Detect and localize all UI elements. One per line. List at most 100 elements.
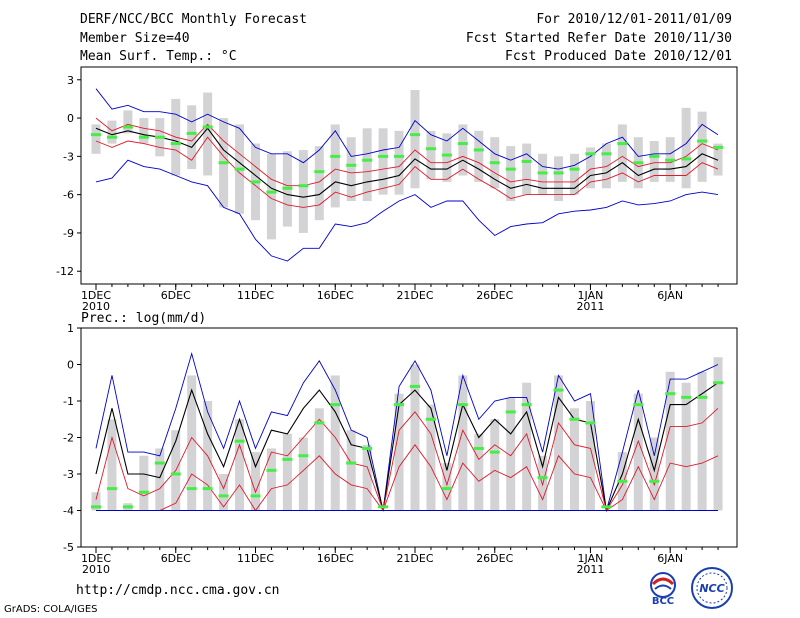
ncc-logo-text: NCC — [699, 582, 724, 595]
temp-box — [570, 153, 579, 195]
temp-panel-title: Mean Surf. Temp.: °C — [80, 49, 237, 64]
prec-panel-title: Prec.: log(mm/d) — [81, 311, 206, 326]
prec-box — [266, 448, 276, 511]
temp-x-tick-label: 26DEC — [476, 289, 513, 302]
prec-box — [665, 371, 675, 511]
prec-box — [155, 448, 165, 511]
temp-box — [617, 124, 627, 182]
prec-y-tick-label: 0 — [67, 359, 74, 372]
temp-box — [314, 146, 324, 221]
temp-box — [649, 141, 659, 182]
temp-box — [362, 128, 372, 202]
prec-box — [490, 419, 500, 511]
prec-box — [681, 382, 691, 511]
temp-box — [378, 128, 388, 195]
prec-x-tick-label: 21DEC — [396, 552, 433, 565]
prec-y-tick-label: -2 — [63, 432, 74, 445]
prec-box — [219, 474, 229, 511]
prec-box — [697, 371, 707, 511]
prec-box — [282, 433, 292, 511]
prec-box — [506, 397, 516, 511]
temp-box — [522, 143, 532, 195]
temp-box — [139, 118, 149, 144]
temp-x-tick-label: 6JAN — [657, 289, 683, 302]
temp-box — [713, 143, 723, 176]
bcc-logo-text: BCC — [652, 596, 674, 606]
prec-box — [713, 357, 723, 511]
prec-box — [139, 455, 149, 511]
temp-line-inner_upper — [95, 117, 719, 187]
prec-box — [426, 404, 436, 511]
grads-credit: GrADS: COLA/IGES — [4, 604, 98, 615]
member-size: Member Size=40 — [80, 31, 190, 46]
temp-line-outer_lower — [95, 159, 719, 262]
temp-x-tick-label: 1JAN — [578, 289, 604, 302]
prec-box — [314, 408, 324, 511]
forecast-started: Fcst Started Refer Date 2010/11/30 — [465, 31, 732, 46]
prec-box — [394, 393, 404, 511]
forecast-title: DERF/NCC/BCC Monthly Forecast — [80, 12, 307, 27]
prec-y-tick-label: -1 — [63, 395, 74, 408]
bcc-logo-icon: BCC — [650, 572, 676, 606]
prec-box — [187, 375, 197, 511]
prec-x-tick-sublabel: 2010 — [82, 563, 110, 576]
temp-line-outer_upper — [95, 88, 719, 170]
temp-box — [585, 147, 595, 189]
temp-x-tick-label: 16DEC — [317, 289, 354, 302]
ncc-logo-icon: NCC — [691, 567, 733, 609]
temp-box — [123, 110, 133, 134]
temp-box — [442, 133, 452, 182]
temp-plot-frame — [80, 66, 738, 285]
temp-box — [458, 124, 468, 176]
temp-line-mean — [95, 127, 719, 198]
prec-y-tick-label: -3 — [63, 468, 74, 481]
temp-box — [203, 92, 213, 176]
prec-box — [251, 452, 260, 511]
prec-y-tick-label: 1 — [67, 322, 74, 335]
prec-box — [362, 444, 372, 511]
prec-box — [474, 433, 484, 511]
temp-x-tick-sublabel: 2011 — [576, 300, 604, 313]
prec-box — [585, 401, 595, 511]
prec-y-tick-label: -5 — [63, 541, 74, 554]
prec-box — [554, 375, 564, 511]
temp-x-tick-label: 21DEC — [396, 289, 433, 302]
temp-box — [697, 111, 707, 182]
temp-box — [506, 146, 516, 202]
prec-y-tick-label: -4 — [63, 505, 74, 518]
footer-url[interactable]: http://cmdp.ncc.cma.gov.cn — [76, 583, 280, 598]
prec-x-tick-label: 6JAN — [657, 552, 683, 565]
prec-box — [410, 364, 420, 511]
prec-x-tick-label: 11DEC — [237, 552, 274, 565]
temp-y-tick-label: 0 — [67, 112, 74, 125]
temp-box — [410, 89, 420, 189]
temp-x-tick-sublabel: 2010 — [82, 300, 110, 313]
prec-box — [442, 463, 452, 511]
temp-y-tick-label: 3 — [67, 74, 74, 87]
temp-x-tick-label: 1DEC — [81, 289, 111, 302]
temp-y-tick-label: -9 — [63, 227, 74, 240]
prec-x-tick-label: 1JAN — [578, 552, 604, 565]
forecast-produced: Fcst Produced Date 2010/12/01 — [505, 49, 732, 64]
prec-line-outer_upper — [95, 351, 719, 511]
prec-line-mean — [95, 382, 719, 513]
temp-x-tick-label: 11DEC — [237, 289, 274, 302]
temp-y-tick-label: -6 — [63, 189, 74, 202]
temp-box — [601, 143, 611, 189]
temp-box — [266, 153, 276, 240]
prec-x-tick-label: 6DEC — [161, 552, 191, 565]
temp-y-tick-label: -3 — [63, 150, 74, 163]
temp-box — [187, 105, 197, 170]
temp-y-tick-label: -12 — [56, 265, 74, 278]
prec-box — [633, 393, 643, 511]
prec-box — [91, 492, 101, 511]
temp-box — [394, 130, 404, 195]
temp-box — [554, 156, 564, 202]
prec-x-tick-label: 26DEC — [476, 552, 513, 565]
temp-box — [426, 130, 436, 180]
prec-box — [522, 382, 532, 511]
temp-box — [681, 107, 691, 189]
temp-line-inner_lower — [95, 136, 719, 208]
forecast-period: For 2010/12/01-2011/01/09 — [536, 12, 732, 27]
prec-box — [235, 419, 245, 511]
